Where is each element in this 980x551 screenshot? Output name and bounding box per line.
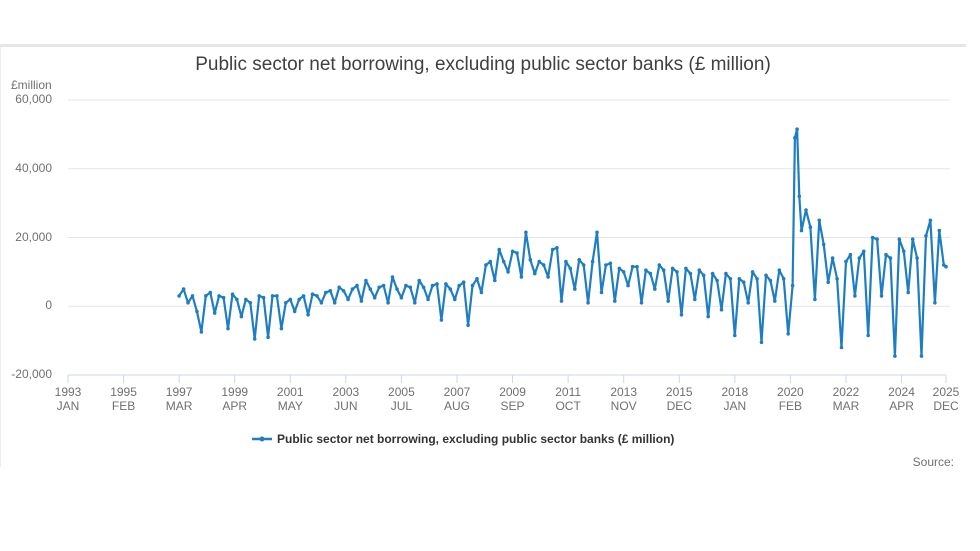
top-divider <box>0 44 966 47</box>
chart-title: Public sector net borrowing, excluding p… <box>195 54 771 75</box>
x-tick-label: 2020 FEB <box>777 385 804 413</box>
left-border <box>0 47 1 467</box>
x-tick-label: 2011 OCT <box>555 385 582 413</box>
x-tick-label: 2005 JUL <box>388 385 415 413</box>
legend-line-marker-icon <box>252 436 272 442</box>
y-axis-unit-label: £million <box>11 78 52 92</box>
x-tick-label: 2003 JUN <box>332 385 360 413</box>
x-tick-label: 1993 JAN <box>54 385 82 413</box>
legend-item[interactable]: Public sector net borrowing, excluding p… <box>252 432 674 446</box>
x-tick-label: 2001 MAY <box>276 385 304 413</box>
x-axis <box>67 374 947 383</box>
x-tick-label: 1999 APR <box>221 385 249 413</box>
gridlines <box>68 99 950 307</box>
x-tick-label: 1997 MAR <box>165 385 193 413</box>
x-tick-label: 2025 DEC <box>932 385 960 413</box>
source-label: Source: <box>912 455 954 469</box>
x-tick-label: 2007 AUG <box>443 385 471 413</box>
x-tick-label: 2022 MAR <box>832 385 860 413</box>
y-tick-label: 0 <box>45 298 52 313</box>
x-tick-label: 2013 NOV <box>610 385 638 413</box>
data-series-line[interactable] <box>177 127 948 358</box>
y-tick-label: 60,000 <box>15 92 52 106</box>
x-tick-label: 2024 APR <box>888 385 915 413</box>
y-tick-label: -20,000 <box>11 367 52 381</box>
y-tick-label: 20,000 <box>15 229 52 244</box>
legend-label: Public sector net borrowing, excluding p… <box>277 432 675 446</box>
x-tick-label: 2018 JAN <box>721 385 749 413</box>
x-tick-label: 2015 DEC <box>665 385 693 413</box>
x-tick-label: 2009 SEP <box>499 385 526 413</box>
x-tick-label: 1995 FEB <box>110 385 137 413</box>
y-tick-label: 40,000 <box>15 160 52 175</box>
